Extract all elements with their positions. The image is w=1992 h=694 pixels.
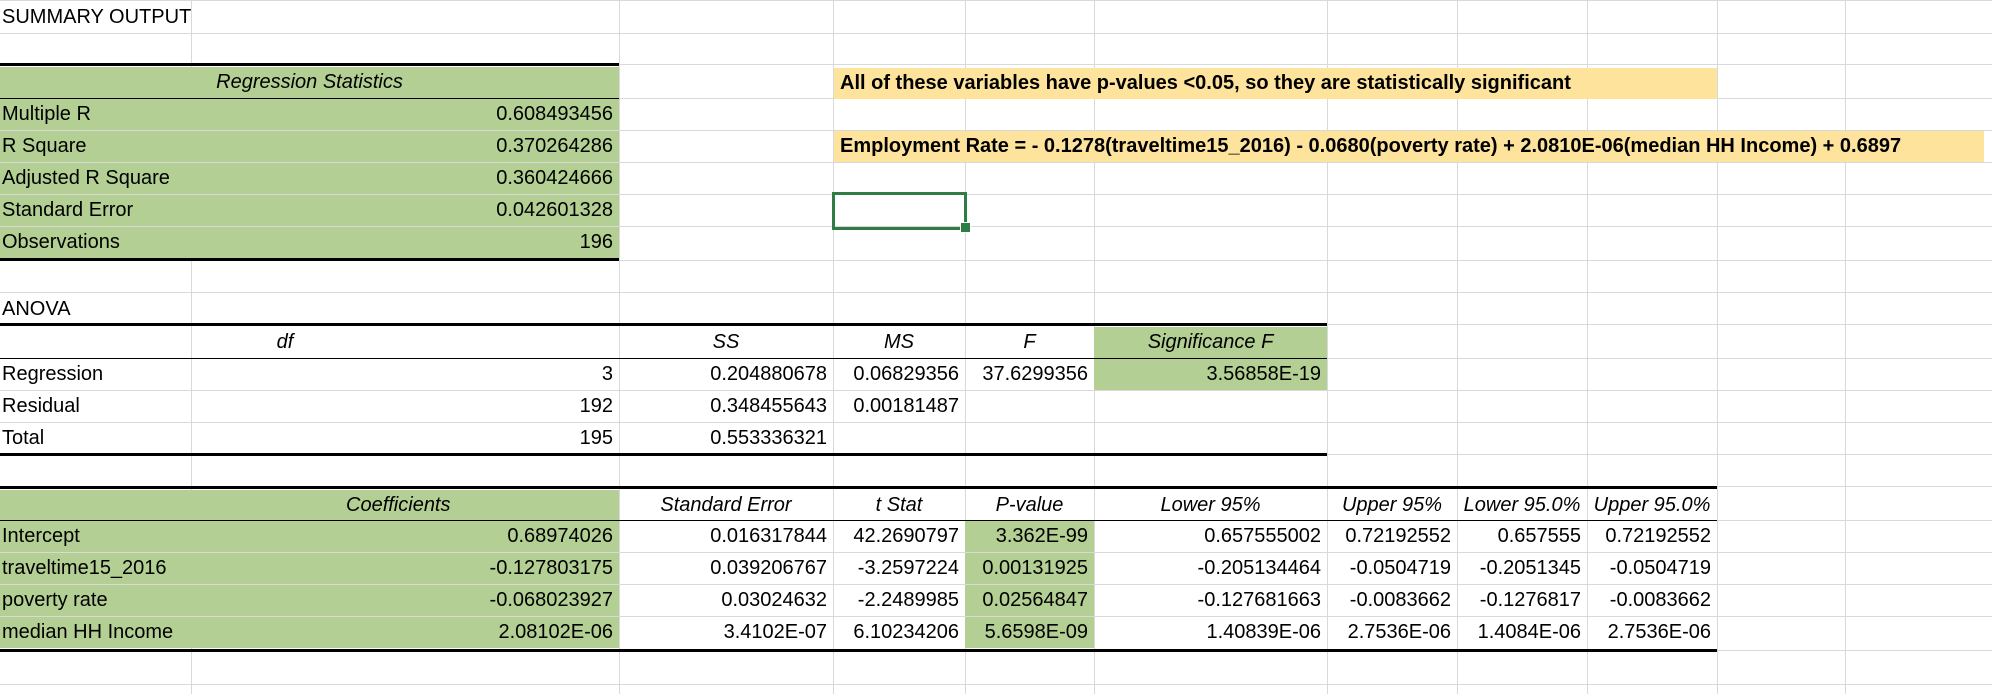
stat-value[interactable]: 0.608493456 [191, 99, 619, 130]
coef-t-stat[interactable]: -3.2597224 [857, 557, 959, 579]
stat-label[interactable]: Adjusted R Square [0, 163, 191, 194]
coef-upper-95-0[interactable]: -0.0504719 [1609, 557, 1711, 579]
anova-row-label[interactable]: Regression [2, 363, 104, 385]
anova-df[interactable]: 195 [579, 427, 613, 449]
coef-lower-95-0[interactable]: -0.1276817 [1479, 589, 1581, 611]
coef-header-standard-error[interactable]: Standard Error [660, 494, 792, 516]
fill-handle[interactable] [960, 222, 971, 233]
coef-header-upper-95[interactable]: Upper 95% [1341, 494, 1443, 516]
stat-label[interactable]: Observations [0, 227, 191, 258]
coef-standard-error[interactable]: 0.016317844 [710, 525, 827, 547]
anova-header-ss[interactable]: SS [712, 331, 740, 353]
coef-standard-error[interactable]: 3.4102E-07 [723, 621, 827, 643]
anova-ss[interactable]: 0.204880678 [710, 363, 827, 385]
coef-lower-95[interactable]: 1.40839E-06 [1206, 621, 1321, 643]
anova-header-significance-f[interactable]: Significance F [1094, 327, 1327, 358]
anova-label[interactable]: ANOVA [2, 298, 71, 320]
anova-ms[interactable]: 0.00181487 [853, 395, 959, 417]
significance-note[interactable]: All of these variables have p-values <0.… [834, 68, 1717, 99]
stat-value[interactable]: 196 [191, 227, 619, 258]
anova-row-label[interactable]: Residual [2, 395, 80, 417]
coef-t-stat[interactable]: -2.2489985 [857, 589, 959, 611]
coef-t-stat[interactable]: 42.2690797 [853, 525, 959, 547]
coef-lower-95[interactable]: -0.127681663 [1197, 589, 1321, 611]
summary-output-title[interactable]: SUMMARY OUTPUT [2, 6, 192, 28]
coef-lower-95[interactable]: -0.205134464 [1197, 557, 1321, 579]
coef-row-label[interactable]: median HH Income [0, 617, 191, 648]
coef-upper-95-0[interactable]: -0.0083662 [1609, 589, 1711, 611]
coef-upper-95-0[interactable]: 2.7536E-06 [1607, 621, 1711, 643]
coef-p-value[interactable]: 3.362E-99 [965, 521, 1094, 552]
stat-value[interactable]: 0.370264286 [191, 131, 619, 162]
coef-row-label[interactable]: Intercept [0, 521, 191, 552]
coef-upper-95[interactable]: -0.0504719 [1349, 557, 1451, 579]
coef-value[interactable]: 2.08102E-06 [191, 617, 619, 648]
stat-label[interactable]: R Square [0, 131, 191, 162]
coef-header-t-stat[interactable]: t Stat [875, 494, 923, 516]
regression-statistics-header[interactable]: Regression Statistics [0, 67, 619, 98]
anova-row-label[interactable]: Total [2, 427, 45, 449]
coef-header-p-value[interactable]: P-value [995, 494, 1064, 516]
coef-value[interactable]: -0.068023927 [191, 585, 619, 616]
anova-df[interactable]: 3 [601, 363, 613, 385]
coef-lower-95-0[interactable]: -0.2051345 [1479, 557, 1581, 579]
coef-standard-error[interactable]: 0.03024632 [721, 589, 827, 611]
anova-f[interactable]: 37.6299356 [982, 363, 1088, 385]
coef-header-coefficients[interactable]: Coefficients [0, 490, 619, 521]
stat-label[interactable]: Multiple R [0, 99, 191, 130]
coef-row-label[interactable]: poverty rate [0, 585, 191, 616]
coef-header-lower-95[interactable]: Lower 95% [1160, 494, 1261, 516]
coef-row-label[interactable]: traveltime15_2016 [0, 553, 191, 584]
coef-upper-95[interactable]: 0.72192552 [1345, 525, 1451, 547]
coef-lower-95[interactable]: 0.657555002 [1204, 525, 1321, 547]
anova-ss[interactable]: 0.553336321 [710, 427, 827, 449]
regression-equation[interactable]: Employment Rate = - 0.1278(traveltime15_… [834, 131, 1984, 162]
coef-upper-95[interactable]: -0.0083662 [1349, 589, 1451, 611]
coef-header-lower-95-0[interactable]: Lower 95.0% [1463, 494, 1581, 516]
coef-t-stat[interactable]: 6.10234206 [853, 621, 959, 643]
selected-cell[interactable] [832, 192, 967, 230]
coef-lower-95-0[interactable]: 0.657555 [1497, 525, 1581, 547]
coef-standard-error[interactable]: 0.039206767 [710, 557, 827, 579]
anova-ms[interactable]: 0.06829356 [853, 363, 959, 385]
anova-header-ms[interactable]: MS [884, 331, 914, 353]
stat-label[interactable]: Standard Error [0, 195, 191, 226]
coef-upper-95-0[interactable]: 0.72192552 [1605, 525, 1711, 547]
stat-value[interactable]: 0.042601328 [191, 195, 619, 226]
stat-value[interactable]: 0.360424666 [191, 163, 619, 194]
anova-ss[interactable]: 0.348455643 [710, 395, 827, 417]
coef-p-value[interactable]: 0.02564847 [965, 585, 1094, 616]
anova-header-f[interactable]: F [1023, 331, 1036, 353]
coef-p-value[interactable]: 5.6598E-09 [965, 617, 1094, 648]
coef-value[interactable]: 0.68974026 [191, 521, 619, 552]
coef-p-value[interactable]: 0.00131925 [965, 553, 1094, 584]
anova-header-df[interactable]: df [276, 331, 294, 353]
coef-header-upper-95-0[interactable]: Upper 95.0% [1593, 494, 1711, 516]
coef-value[interactable]: -0.127803175 [191, 553, 619, 584]
coef-upper-95[interactable]: 2.7536E-06 [1347, 621, 1451, 643]
anova-significance-f[interactable]: 3.56858E-19 [1094, 359, 1327, 390]
anova-df[interactable]: 192 [579, 395, 613, 417]
coef-lower-95-0[interactable]: 1.4084E-06 [1477, 621, 1581, 643]
